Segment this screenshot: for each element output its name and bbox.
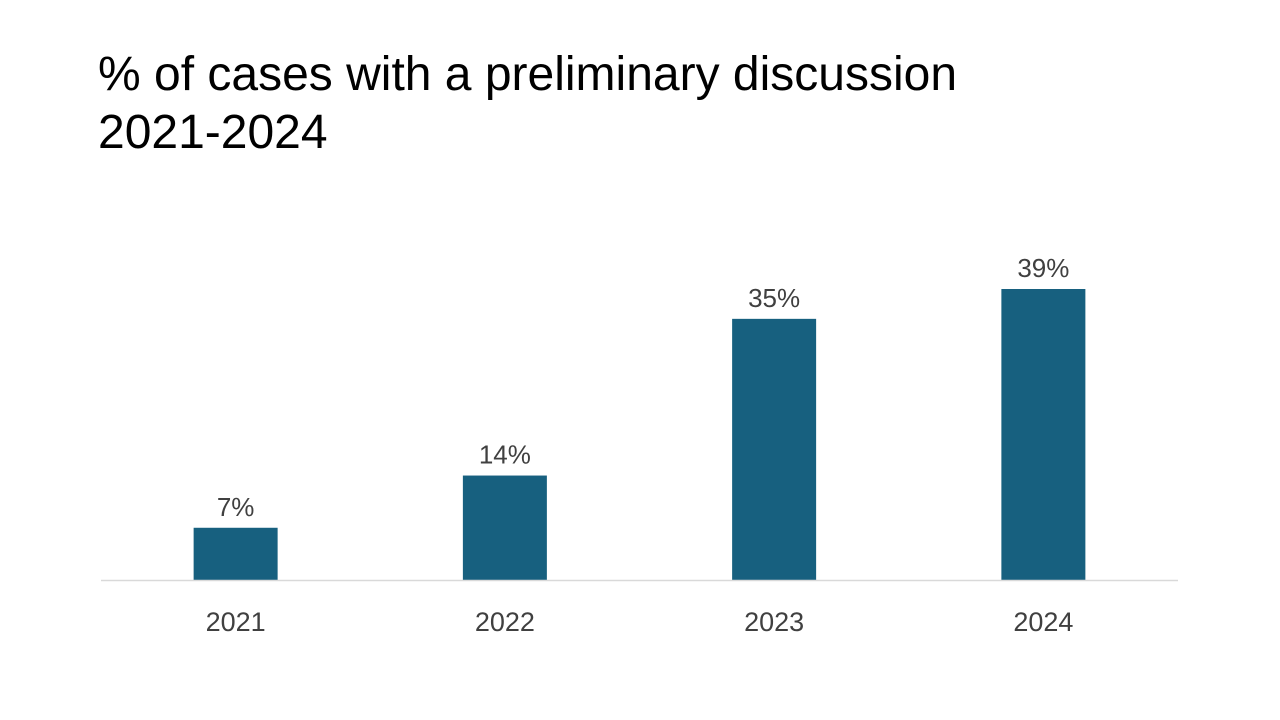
bar-2023 <box>732 318 817 580</box>
data-label-2021: 7% <box>217 492 255 522</box>
chart-title-line-2: 2021-2024 <box>98 106 328 159</box>
bar-2022 <box>462 475 547 580</box>
chart-title-line-1: % of cases with a preliminary discussion <box>98 48 958 101</box>
data-label-2023: 35% <box>748 283 800 313</box>
x-tick-label-2021: 2021 <box>206 607 266 637</box>
data-label-2024: 39% <box>1017 253 1069 283</box>
bar-2021 <box>193 527 278 580</box>
chart-title: % of cases with a preliminary discussion… <box>98 46 957 162</box>
x-tick-label-2022: 2022 <box>475 607 535 637</box>
data-label-2022: 14% <box>479 440 531 470</box>
bar-2024 <box>1001 289 1086 580</box>
x-tick-label-2023: 2023 <box>744 607 804 637</box>
x-tick-label-2024: 2024 <box>1013 607 1073 637</box>
